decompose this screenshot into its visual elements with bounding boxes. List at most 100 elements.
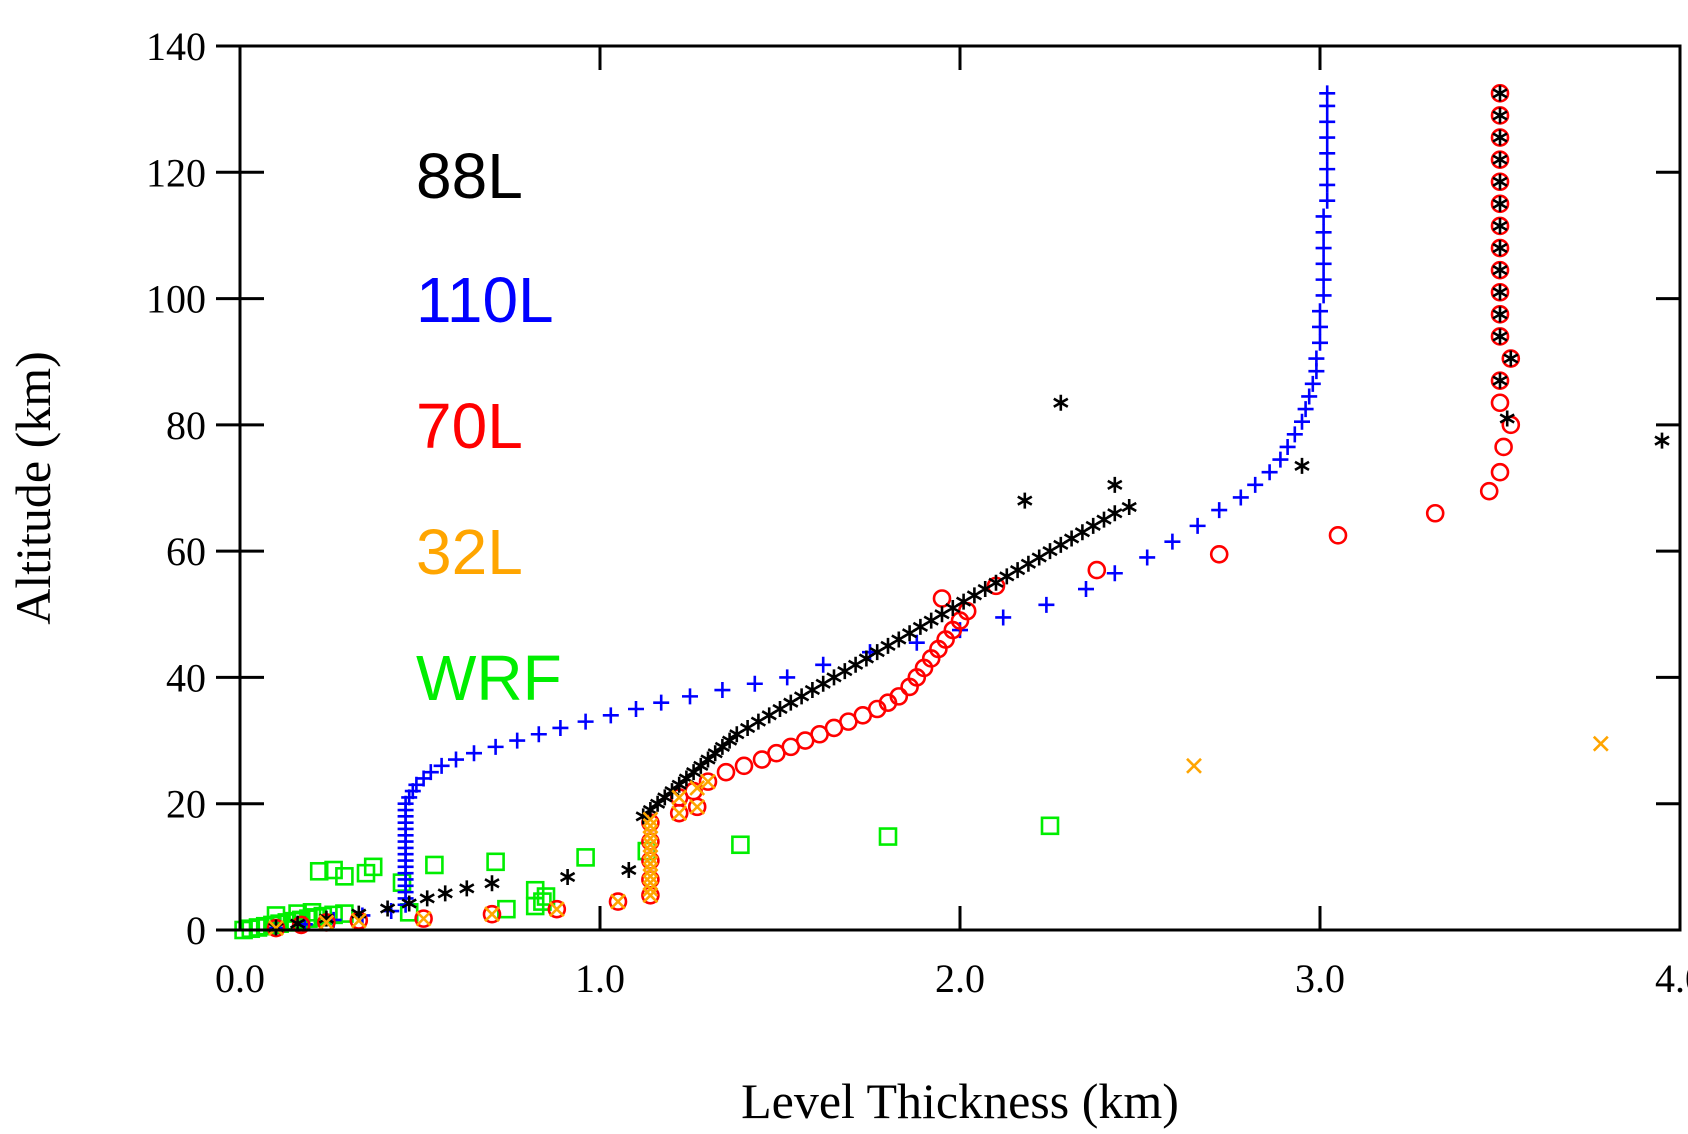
data-point-cross (689, 798, 706, 815)
data-point-square (1040, 816, 1060, 836)
data-point-asterisk (815, 675, 831, 692)
data-point-circle (734, 756, 754, 776)
data-point-circle (414, 909, 433, 928)
data-point-plus (1315, 287, 1332, 304)
data-point-asterisk (1294, 457, 1310, 474)
data-point-cross (642, 862, 659, 878)
data-point-asterisk (988, 574, 1004, 591)
data-point-asterisk (793, 688, 810, 705)
data-point-plus (628, 701, 644, 717)
data-point-cross (642, 849, 659, 866)
data-point-asterisk (977, 581, 993, 598)
data-point-cross (642, 855, 659, 872)
data-point-circle (1209, 544, 1229, 564)
y-axis-title: Altitude (km) (5, 351, 61, 625)
data-point-square (878, 827, 898, 846)
data-point-asterisk (1053, 394, 1069, 411)
data-point-asterisk (750, 713, 767, 730)
data-point-square (324, 860, 343, 880)
data-point-asterisk (685, 764, 702, 781)
data-point-asterisk (772, 701, 788, 717)
data-point-asterisk (1492, 173, 1508, 190)
legend-label-70l: 70L (416, 390, 523, 462)
data-point-asterisk (1492, 262, 1508, 279)
data-point-plus (1294, 413, 1310, 430)
data-point-plus (1312, 334, 1328, 351)
data-point-plus (1232, 489, 1249, 506)
data-point-asterisk (880, 637, 896, 654)
data-point-plus (1304, 375, 1321, 392)
x-tick-label: 2.0 (935, 956, 985, 1001)
data-point-circle (716, 762, 736, 782)
data-point-asterisk (1654, 432, 1670, 449)
x-axis-title: Level Thickness (km) (741, 1073, 1179, 1129)
data-point-plus (1139, 549, 1156, 566)
data-point-asterisk (837, 663, 853, 680)
data-point-cross (350, 912, 367, 929)
data-point-plus (779, 669, 796, 686)
data-point-plus (1315, 271, 1332, 288)
data-point-asterisk (826, 669, 842, 686)
data-point-asterisk (912, 618, 929, 635)
data-point-plus (1319, 192, 1336, 209)
data-marks (234, 84, 1670, 940)
y-tick-label: 120 (146, 150, 206, 195)
y-tick-label: 100 (146, 277, 206, 322)
data-point-asterisk (642, 802, 659, 819)
data-point-asterisk (714, 738, 731, 755)
data-point-circle (482, 904, 502, 924)
data-point-asterisk (783, 694, 799, 711)
data-point-cross (642, 881, 659, 897)
data-point-plus (1247, 476, 1264, 493)
x-tick-label: 3.0 (1295, 956, 1345, 1001)
data-point-cross (642, 811, 659, 828)
y-tick-label: 140 (146, 24, 206, 69)
data-point-square (302, 903, 322, 922)
data-point-asterisk (657, 789, 673, 806)
data-point-circle (1479, 481, 1499, 501)
series-70l (266, 84, 1521, 938)
data-point-square (425, 855, 444, 875)
data-point-asterisk (955, 593, 972, 610)
data-point-plus (1319, 113, 1336, 130)
data-point-asterisk (401, 895, 417, 912)
data-point-asterisk (847, 656, 864, 673)
data-point-plus (1315, 208, 1332, 225)
data-point-cross (671, 789, 688, 806)
data-point-plus (1319, 129, 1336, 146)
data-point-square (392, 873, 412, 892)
data-point-plus (1106, 565, 1123, 582)
data-point-asterisk (1492, 195, 1508, 212)
data-point-asterisk (1017, 492, 1033, 509)
data-point-asterisk (649, 795, 666, 812)
data-point-asterisk (419, 890, 435, 907)
data-point-cross (610, 893, 626, 910)
y-tick-label: 80 (166, 403, 206, 448)
legend: 88L 110L 70L 32L WRF (416, 140, 562, 714)
data-point-cross (642, 817, 659, 834)
data-point-cross (318, 914, 335, 931)
data-point-plus (1286, 426, 1303, 443)
data-point-cross (642, 843, 659, 859)
data-point-asterisk (1031, 549, 1047, 566)
data-point-square (731, 835, 750, 855)
data-point-asterisk (1503, 350, 1519, 367)
data-point-asterisk (379, 900, 396, 917)
data-point-asterisk (1085, 517, 1101, 534)
data-point-circle (1425, 503, 1445, 523)
data-point-square (536, 887, 556, 906)
data-point-plus (448, 751, 464, 768)
data-point-circle (608, 892, 628, 911)
data-point-circle (1087, 560, 1107, 580)
legend-label-110l: 110L (416, 264, 554, 336)
data-point-plus (1261, 464, 1278, 481)
data-point-square (309, 861, 329, 881)
data-point-asterisk (1492, 328, 1508, 345)
data-point-plus (1319, 176, 1336, 193)
data-point-plus (1312, 303, 1328, 320)
y-tick-label: 60 (166, 529, 206, 574)
data-point-asterisk (1492, 284, 1508, 301)
data-point-cross (1186, 757, 1202, 774)
legend-label-32l: 32L (416, 516, 523, 588)
